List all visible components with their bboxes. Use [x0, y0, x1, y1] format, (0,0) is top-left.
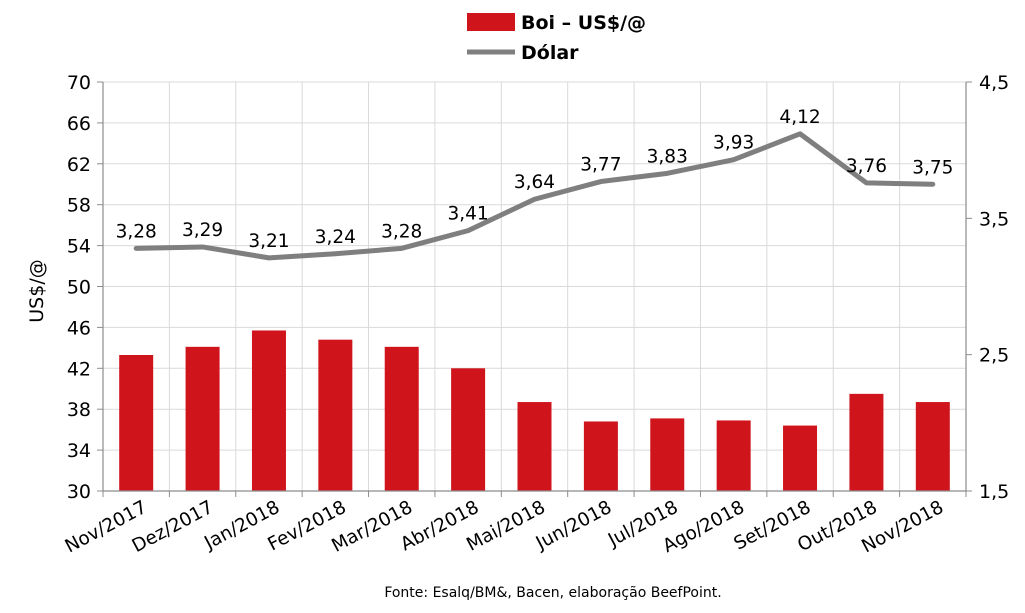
- y-tick-label-left: 46: [67, 317, 91, 339]
- bar-set-2018: [783, 425, 818, 491]
- legend-label-boi: Boi – US$/@: [521, 12, 646, 34]
- y-tick-label-right: 4,5: [979, 72, 1009, 94]
- y-tick-label-left: 42: [67, 358, 91, 380]
- bar-mai-2018: [517, 402, 552, 491]
- data-label-dolar: 3,83: [647, 146, 688, 167]
- data-label-dolar: 3,93: [713, 133, 754, 154]
- data-label-dolar: 3,76: [846, 156, 887, 177]
- bar-fev-2018: [318, 339, 353, 491]
- y-tick-label-left: 70: [67, 72, 91, 94]
- dolar-line: [133, 131, 936, 261]
- y-tick-label-left: 66: [67, 113, 91, 135]
- y-tick-label-left: 34: [67, 440, 91, 462]
- y-tick-label-left: 50: [67, 277, 91, 299]
- y-tick-label-left: 38: [67, 399, 91, 421]
- legend-swatch-boi: [467, 13, 515, 31]
- y-axis-title: US$/@: [26, 259, 48, 322]
- data-label-dolar: 3,77: [580, 155, 621, 176]
- y-tick-label-right: 1,5: [979, 481, 1009, 503]
- data-label-dolar: 3,24: [315, 227, 356, 248]
- legend-label-dolar: Dólar: [521, 42, 579, 64]
- line-series-dolar: [133, 131, 936, 261]
- data-label-dolar: 3,41: [448, 204, 489, 225]
- data-label-dolar: 3,28: [381, 221, 422, 242]
- bar-jun-2018: [583, 421, 618, 491]
- y-tick-label-left: 58: [67, 195, 91, 217]
- data-labels: 3,28 3,29 3,21 3,24 3,28 3,41 3,64 3,77 3,83 3,93…: [116, 107, 954, 252]
- bar-dez-2017: [185, 346, 220, 491]
- y-tick-label-right: 2,5: [979, 345, 1009, 367]
- bar-ago-2018: [716, 420, 751, 491]
- bar-nov-2018: [915, 402, 950, 491]
- bar-nov-2017: [119, 355, 154, 491]
- bar-jul-2018: [650, 418, 685, 491]
- bar-series-boi: [119, 330, 950, 491]
- bar-mar-2018: [384, 346, 419, 491]
- x-tick-label: Jun/2018: [532, 497, 615, 555]
- data-label-dolar: 3,75: [912, 157, 953, 178]
- legend: Boi – US$/@ Dólar: [467, 12, 646, 64]
- source-note: Fonte: Esalq/BM&, Bacen, elaboração Beef…: [384, 585, 721, 601]
- bar-jan-2018: [251, 330, 286, 491]
- data-label-dolar: 3,28: [116, 221, 157, 242]
- data-label-dolar: 4,12: [779, 107, 820, 128]
- y-tick-label-right: 3,5: [979, 208, 1009, 230]
- bar-abr-2018: [451, 368, 486, 491]
- y-tick-label-left: 30: [67, 481, 91, 503]
- y-tick-label-left: 54: [67, 236, 91, 258]
- axes: [97, 81, 972, 497]
- data-label-dolar: 3,29: [182, 220, 223, 241]
- data-label-dolar: 3,64: [514, 172, 555, 193]
- data-label-dolar: 3,21: [248, 231, 289, 252]
- y-tick-label-left: 62: [67, 154, 91, 176]
- bar-out-2018: [849, 393, 884, 491]
